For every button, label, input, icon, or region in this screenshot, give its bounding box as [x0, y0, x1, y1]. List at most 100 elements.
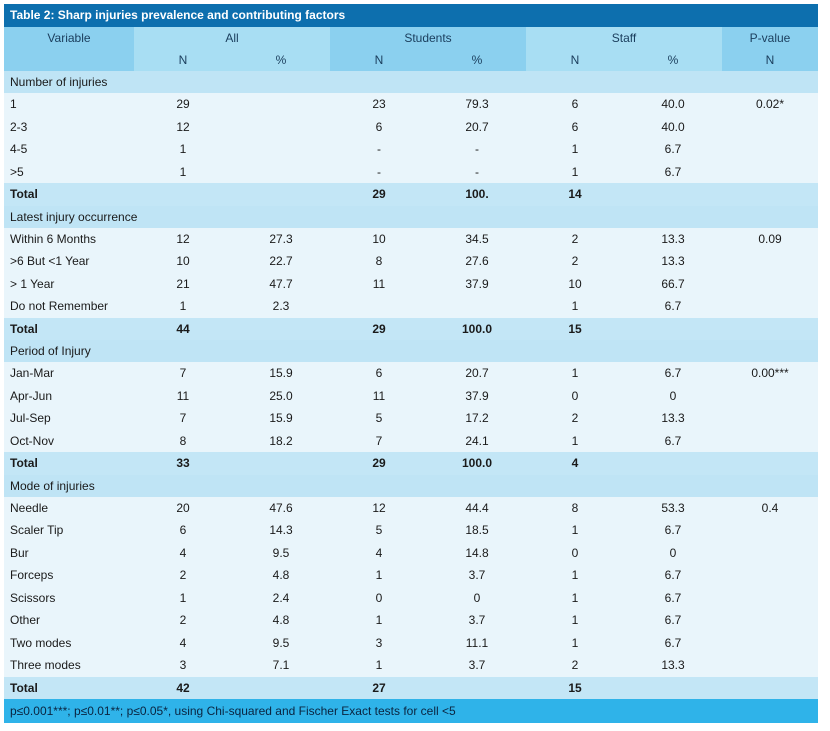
- header-students: Students: [330, 27, 526, 49]
- cell-students-pct: 100.0: [428, 317, 526, 340]
- cell-students-n: 29: [330, 452, 428, 475]
- table-row: >6 But <1 Year 10 22.7 8 27.6 2 13.3: [4, 250, 818, 273]
- cell-all-n: 7: [134, 407, 232, 430]
- cell-students-n: 12: [330, 496, 428, 519]
- cell-students-pct: 14.8: [428, 541, 526, 564]
- cell-staff-n: 1: [526, 295, 624, 318]
- table-container: Table 2: Sharp injuries prevalence and c…: [4, 4, 818, 723]
- subheader-row: N % N % N % N: [4, 49, 818, 71]
- cell-staff-n: 0: [526, 384, 624, 407]
- cell-staff-pct: 40.0: [624, 115, 722, 138]
- cell-students-pct: 3.7: [428, 609, 526, 632]
- row-label: Scissors: [4, 586, 134, 609]
- section-title: Mode of injuries: [4, 474, 818, 497]
- cell-all-pct: [232, 452, 330, 475]
- cell-students-pct: 34.5: [428, 227, 526, 250]
- cell-pvalue: [722, 452, 818, 475]
- total-row: Total 33 29 100.0 4: [4, 452, 818, 475]
- cell-pvalue: 0.00***: [722, 362, 818, 385]
- cell-all-pct: 4.8: [232, 609, 330, 632]
- section-header-row: Period of Injury: [4, 340, 818, 362]
- cell-students-pct: 18.5: [428, 519, 526, 542]
- cell-staff-pct: 13.3: [624, 407, 722, 430]
- section-title: Latest injury occurrence: [4, 205, 818, 228]
- cell-staff-pct: 6.7: [624, 631, 722, 654]
- cell-staff-n: 15: [526, 676, 624, 699]
- header-staff: Staff: [526, 27, 722, 49]
- cell-all-pct: 47.6: [232, 496, 330, 519]
- table-row: Apr-Jun 11 25.0 11 37.9 0 0: [4, 384, 818, 407]
- cell-staff-pct: 6.7: [624, 609, 722, 632]
- cell-students-n: 5: [330, 407, 428, 430]
- cell-staff-pct: 40.0: [624, 93, 722, 116]
- cell-students-n: 7: [330, 429, 428, 452]
- cell-staff-pct: [624, 183, 722, 206]
- row-label: Forceps: [4, 564, 134, 587]
- cell-students-pct: -: [428, 138, 526, 161]
- cell-staff-n: 14: [526, 183, 624, 206]
- cell-pvalue: [722, 586, 818, 609]
- row-label: >6 But <1 Year: [4, 250, 134, 273]
- cell-all-pct: [232, 676, 330, 699]
- subheader-all-pct: %: [232, 49, 330, 71]
- cell-all-n: 2: [134, 609, 232, 632]
- cell-students-pct: 37.9: [428, 272, 526, 295]
- cell-students-n: 29: [330, 317, 428, 340]
- cell-students-pct: 20.7: [428, 362, 526, 385]
- cell-students-n: 3: [330, 631, 428, 654]
- cell-staff-pct: 6.7: [624, 362, 722, 385]
- cell-pvalue: [722, 183, 818, 206]
- cell-staff-n: 1: [526, 586, 624, 609]
- cell-pvalue: [722, 407, 818, 430]
- cell-all-pct: [232, 115, 330, 138]
- cell-staff-n: 1: [526, 564, 624, 587]
- cell-pvalue: [722, 564, 818, 587]
- cell-all-n: 3: [134, 654, 232, 677]
- row-label: Apr-Jun: [4, 384, 134, 407]
- cell-pvalue: [722, 541, 818, 564]
- cell-staff-pct: 6.7: [624, 138, 722, 161]
- cell-staff-n: 10: [526, 272, 624, 295]
- cell-staff-pct: 6.7: [624, 295, 722, 318]
- total-row: Total 42 27 15: [4, 676, 818, 699]
- cell-pvalue: [722, 631, 818, 654]
- cell-all-n: 42: [134, 676, 232, 699]
- cell-students-pct: 27.6: [428, 250, 526, 273]
- cell-students-pct: 37.9: [428, 384, 526, 407]
- cell-pvalue: [722, 160, 818, 183]
- cell-students-n: [330, 295, 428, 318]
- cell-pvalue: [722, 317, 818, 340]
- cell-students-pct: 100.0: [428, 452, 526, 475]
- cell-students-n: 8: [330, 250, 428, 273]
- cell-all-pct: 14.3: [232, 519, 330, 542]
- cell-all-n: 10: [134, 250, 232, 273]
- cell-staff-pct: 0: [624, 384, 722, 407]
- cell-staff-pct: 6.7: [624, 429, 722, 452]
- cell-students-n: 11: [330, 384, 428, 407]
- cell-pvalue: 0.02*: [722, 93, 818, 116]
- cell-students-pct: 100.: [428, 183, 526, 206]
- row-label: Oct-Nov: [4, 429, 134, 452]
- cell-students-pct: 0: [428, 586, 526, 609]
- row-label: Total: [4, 676, 134, 699]
- cell-pvalue: [722, 250, 818, 273]
- table-row: 2-3 12 6 20.7 6 40.0: [4, 115, 818, 138]
- cell-students-pct: 17.2: [428, 407, 526, 430]
- cell-staff-n: 1: [526, 609, 624, 632]
- cell-staff-n: 1: [526, 519, 624, 542]
- table-row: 4-5 1- -1 6.7: [4, 138, 818, 161]
- cell-staff-pct: 13.3: [624, 654, 722, 677]
- cell-pvalue: 0.4: [722, 496, 818, 519]
- cell-pvalue: [722, 115, 818, 138]
- table-row: Three modes 3 7.1 1 3.7 2 13.3: [4, 654, 818, 677]
- header-row: Variable All Students Staff P-value: [4, 27, 818, 49]
- subheader-pvalue-n: N: [722, 49, 818, 71]
- cell-pvalue: [722, 295, 818, 318]
- cell-all-pct: 2.3: [232, 295, 330, 318]
- cell-students-pct: [428, 295, 526, 318]
- cell-pvalue: [722, 676, 818, 699]
- cell-students-pct: 3.7: [428, 564, 526, 587]
- cell-students-n: 6: [330, 362, 428, 385]
- cell-staff-n: 8: [526, 496, 624, 519]
- cell-all-n: 21: [134, 272, 232, 295]
